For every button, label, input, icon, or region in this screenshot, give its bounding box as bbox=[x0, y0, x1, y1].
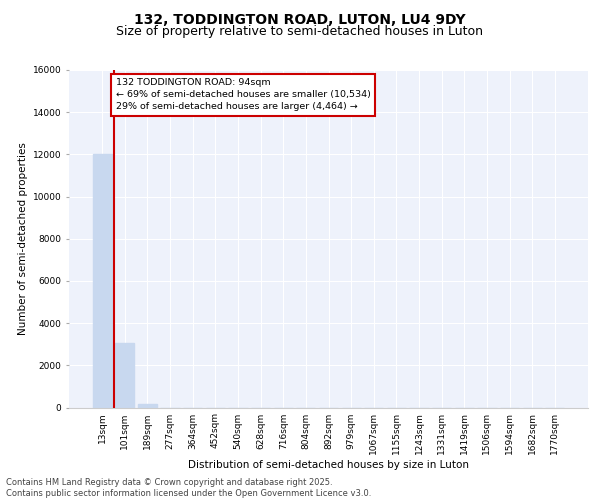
Bar bbox=[115, 343, 134, 407]
Bar bbox=[138, 404, 157, 407]
Bar bbox=[92, 154, 112, 408]
Text: 132, TODDINGTON ROAD, LUTON, LU4 9DY: 132, TODDINGTON ROAD, LUTON, LU4 9DY bbox=[134, 12, 466, 26]
Text: Size of property relative to semi-detached houses in Luton: Size of property relative to semi-detach… bbox=[116, 25, 484, 38]
Text: Contains HM Land Registry data © Crown copyright and database right 2025.
Contai: Contains HM Land Registry data © Crown c… bbox=[6, 478, 371, 498]
Text: 132 TODDINGTON ROAD: 94sqm
← 69% of semi-detached houses are smaller (10,534)
29: 132 TODDINGTON ROAD: 94sqm ← 69% of semi… bbox=[116, 78, 371, 111]
Y-axis label: Number of semi-detached properties: Number of semi-detached properties bbox=[19, 142, 28, 335]
X-axis label: Distribution of semi-detached houses by size in Luton: Distribution of semi-detached houses by … bbox=[188, 460, 469, 470]
